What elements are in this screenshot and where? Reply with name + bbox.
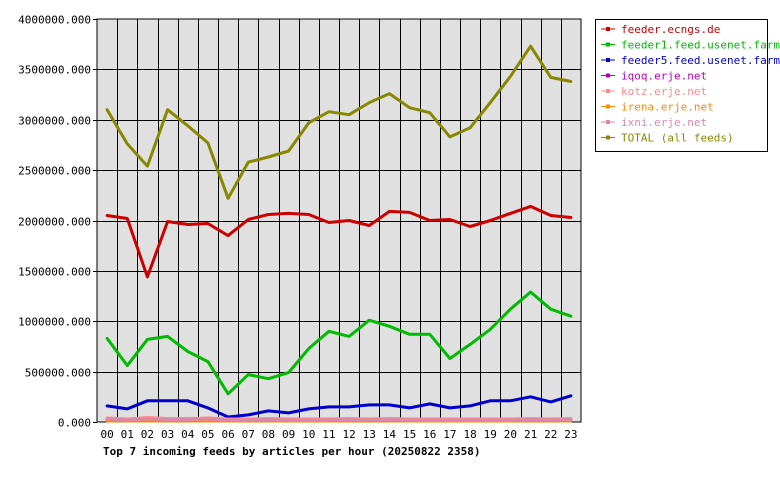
x-tick-label: 17 (443, 428, 456, 441)
x-tick-label: 04 (181, 428, 195, 441)
legend-label: kotz.erje.net (621, 85, 707, 98)
x-tick-label: 01 (121, 428, 134, 441)
chart-title: Top 7 incoming feeds by articles per hou… (103, 445, 481, 458)
x-tick-label: 16 (423, 428, 436, 441)
x-tick-label: 19 (484, 428, 497, 441)
x-tick-label: 18 (463, 428, 476, 441)
legend-label: feeder.ecngs.de (621, 23, 720, 36)
y-tick-label: 3000000.000 (18, 115, 91, 128)
x-tick-label: 00 (100, 428, 113, 441)
y-tick-label: 500000.000 (25, 367, 91, 380)
legend-label: ixni.erje.net (621, 116, 707, 129)
legend-label: irena.erje.net (621, 101, 714, 114)
y-tick-label: 1500000.000 (18, 266, 91, 279)
x-tick-label: 02 (141, 428, 154, 441)
series-lines (105, 44, 573, 423)
legend-marker (606, 73, 610, 78)
legend-marker (606, 135, 610, 140)
series-line-ixni-erje-net (105, 417, 573, 422)
series-line-feeder5-feed-usenet-farm (105, 394, 573, 419)
x-tick-label: 20 (504, 428, 517, 441)
legend-marker (606, 27, 610, 31)
x-tick-label: 21 (524, 428, 537, 441)
legend-marker (606, 89, 610, 93)
y-tick-label: 3500000.000 (18, 64, 91, 77)
y-tick-label: 1000000.000 (18, 316, 91, 329)
x-tick-label: 13 (363, 428, 376, 441)
legend-label: TOTAL (all feeds) (621, 132, 734, 145)
x-tick-label: 09 (282, 428, 295, 441)
y-tick-label: 4000000.000 (18, 14, 91, 27)
x-tick-label: 05 (201, 428, 214, 441)
legend-marker (606, 120, 610, 124)
y-tick-label: 2500000.000 (18, 165, 91, 178)
x-tick-label: 23 (564, 428, 577, 441)
legend-marker (606, 42, 610, 47)
series-line-feeder1-feed-usenet-farm (105, 290, 573, 396)
series-line-total-all-feeds (105, 44, 573, 200)
legend-marker (606, 104, 610, 109)
legend-label: feeder5.feed.usenet.farm (621, 54, 780, 67)
x-tick-label: 08 (262, 428, 275, 441)
legend-marker (606, 58, 610, 62)
legend-box (595, 19, 768, 152)
x-tick-label: 14 (383, 428, 397, 441)
x-tick-label: 10 (302, 428, 315, 441)
y-tick-label: 2000000.000 (18, 216, 91, 229)
x-tick-label: 03 (161, 428, 174, 441)
legend-label: feeder1.feed.usenet.farm (621, 39, 780, 52)
x-tick-label: 11 (322, 428, 335, 441)
x-tick-label: 12 (342, 428, 355, 441)
series-line-feeder-ecngs-de (105, 204, 573, 279)
x-tick-label: 07 (242, 428, 255, 441)
legend: feeder.ecngs.de feeder1.feed.usenet.farm f… (595, 19, 780, 152)
x-tick-label: 22 (544, 428, 557, 441)
axes: 0.000500000.0001000000.0001500000.000200… (18, 14, 577, 442)
x-tick-label: 06 (221, 428, 234, 441)
legend-label: iqoq.erje.net (621, 70, 707, 83)
x-tick-label: 15 (403, 428, 416, 441)
y-tick-label: 0.000 (58, 417, 91, 430)
